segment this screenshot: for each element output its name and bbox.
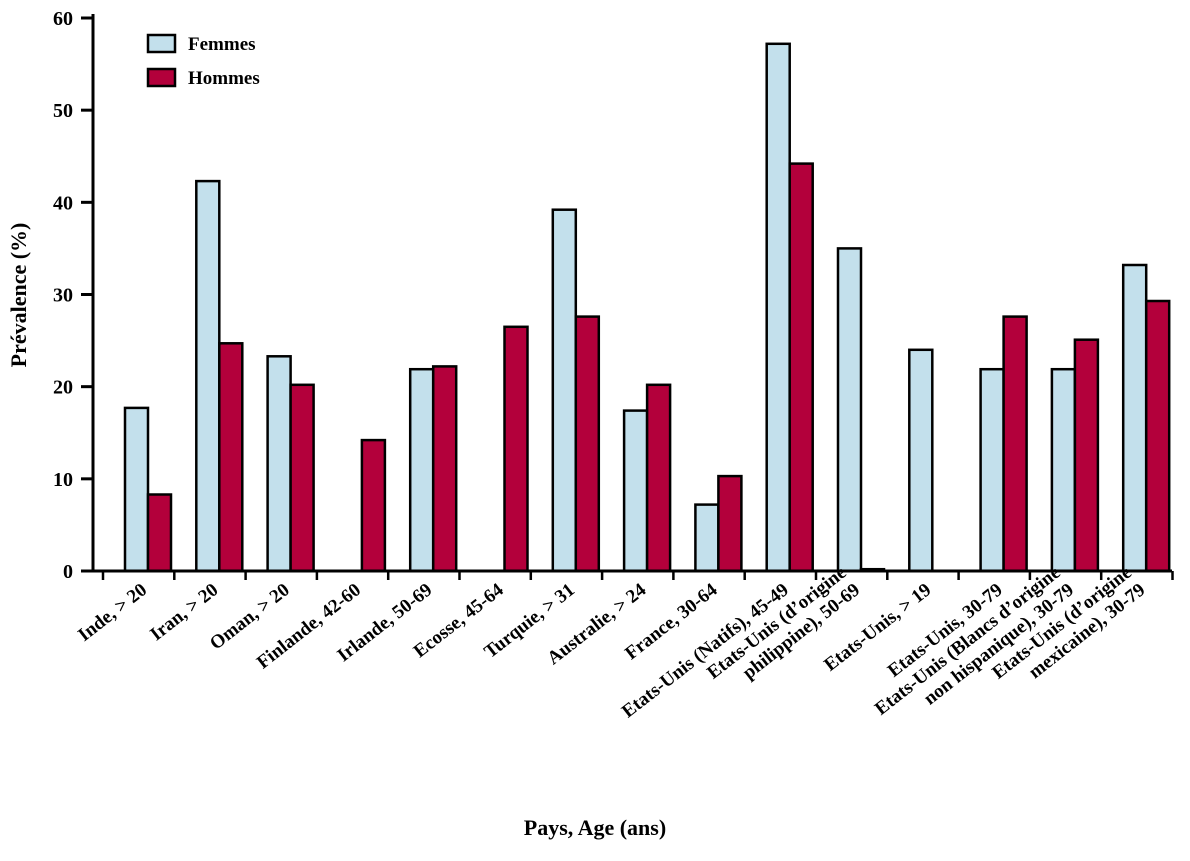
bar-femmes-14: [1121, 263, 1148, 573]
bar-hommes-12: [1002, 315, 1028, 573]
bar-hommes-5: [503, 325, 529, 573]
y-tick-label-0: 0: [63, 561, 73, 583]
bar-hommes-4: [431, 365, 458, 573]
legend-label-femmes: Femmes: [188, 34, 256, 55]
y-axis-label: Prévalence (%): [6, 223, 31, 368]
bar-femmes-8: [694, 503, 720, 573]
x-tick-label-0: Inde, > 20: [74, 579, 151, 645]
bar-femmes-6: [551, 208, 578, 573]
bar-hommes-14: [1144, 299, 1171, 573]
x-axis-label: Pays, Age (ans): [524, 815, 666, 840]
bar-hommes-9: [788, 162, 814, 573]
y-tick-label-60: 60: [53, 8, 73, 30]
bar-hommes-0: [146, 493, 173, 573]
bar-femmes-2: [266, 355, 292, 573]
bar-femmes-13: [1050, 367, 1077, 573]
bar-hommes-13: [1073, 338, 1100, 573]
bar-femmes-12: [979, 367, 1005, 573]
bar-hommes-6: [574, 315, 601, 573]
legend-swatch-femmes: [146, 33, 177, 54]
bar-femmes-7: [622, 409, 649, 573]
y-tick-label-30: 30: [53, 285, 73, 307]
bar-femmes-1: [195, 179, 221, 573]
legend: Femmes Hommes: [146, 33, 260, 89]
bar-hommes-8: [717, 474, 743, 573]
bar-hommes-1: [218, 342, 244, 573]
bars-layer: [123, 42, 1171, 573]
axes-layer: 0 10 20 30 40 50 60: [53, 8, 1174, 583]
y-tick-label-50: 50: [53, 100, 73, 122]
bar-hommes-3: [360, 438, 387, 573]
bar-hommes-7: [645, 383, 672, 573]
bar-femmes-4: [408, 367, 435, 573]
bar-femmes-11: [908, 348, 934, 573]
y-tick-label-40: 40: [53, 192, 73, 214]
bar-hommes-2: [289, 383, 315, 573]
y-tick-label-20: 20: [53, 377, 73, 399]
legend-swatch-hommes: [146, 67, 177, 88]
bar-femmes-9: [765, 42, 791, 573]
y-tick-label-10: 10: [53, 469, 73, 491]
legend-label-hommes: Hommes: [188, 68, 260, 89]
bar-femmes-0: [123, 406, 150, 573]
bar-femmes-10: [836, 247, 863, 573]
